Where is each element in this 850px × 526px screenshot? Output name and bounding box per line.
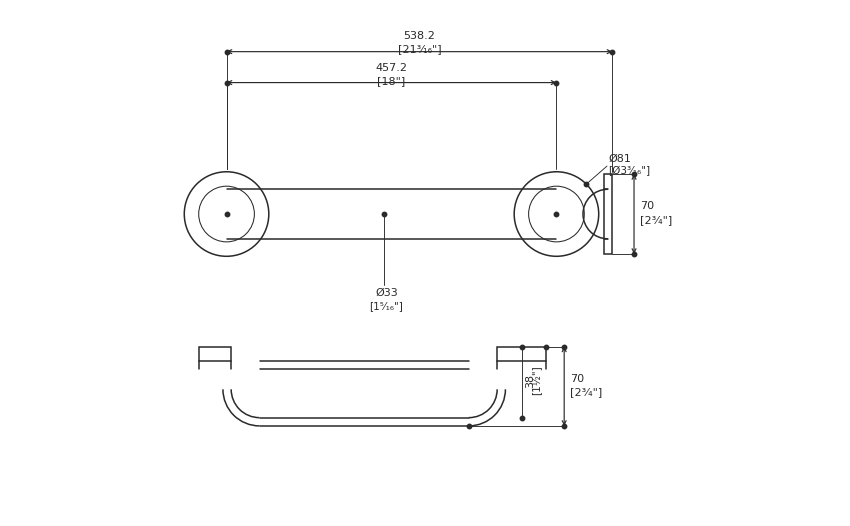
Text: [2³⁄₄"]: [2³⁄₄"] (570, 388, 603, 398)
Text: 70: 70 (640, 201, 654, 211)
Text: [21³⁄₁₆"]: [21³⁄₁₆"] (398, 44, 441, 54)
Text: Ø33: Ø33 (375, 288, 398, 298)
Bar (199, 347, 231, 361)
Text: 70: 70 (570, 373, 585, 383)
Text: [2³⁄₄"]: [2³⁄₄"] (640, 215, 672, 225)
Text: [1½"]: [1½"] (532, 366, 542, 396)
Text: [18"]: [18"] (377, 76, 405, 86)
Text: [1⁵⁄₁₆"]: [1⁵⁄₁₆"] (370, 301, 403, 311)
Bar (604, 174, 612, 254)
Text: 538.2: 538.2 (404, 32, 435, 42)
Text: Ø81: Ø81 (609, 154, 632, 164)
Text: 38: 38 (524, 373, 535, 388)
Text: [Ø3³⁄₁₆"]: [Ø3³⁄₁₆"] (609, 166, 650, 176)
Bar (497, 347, 547, 361)
Text: 457.2: 457.2 (376, 63, 407, 73)
